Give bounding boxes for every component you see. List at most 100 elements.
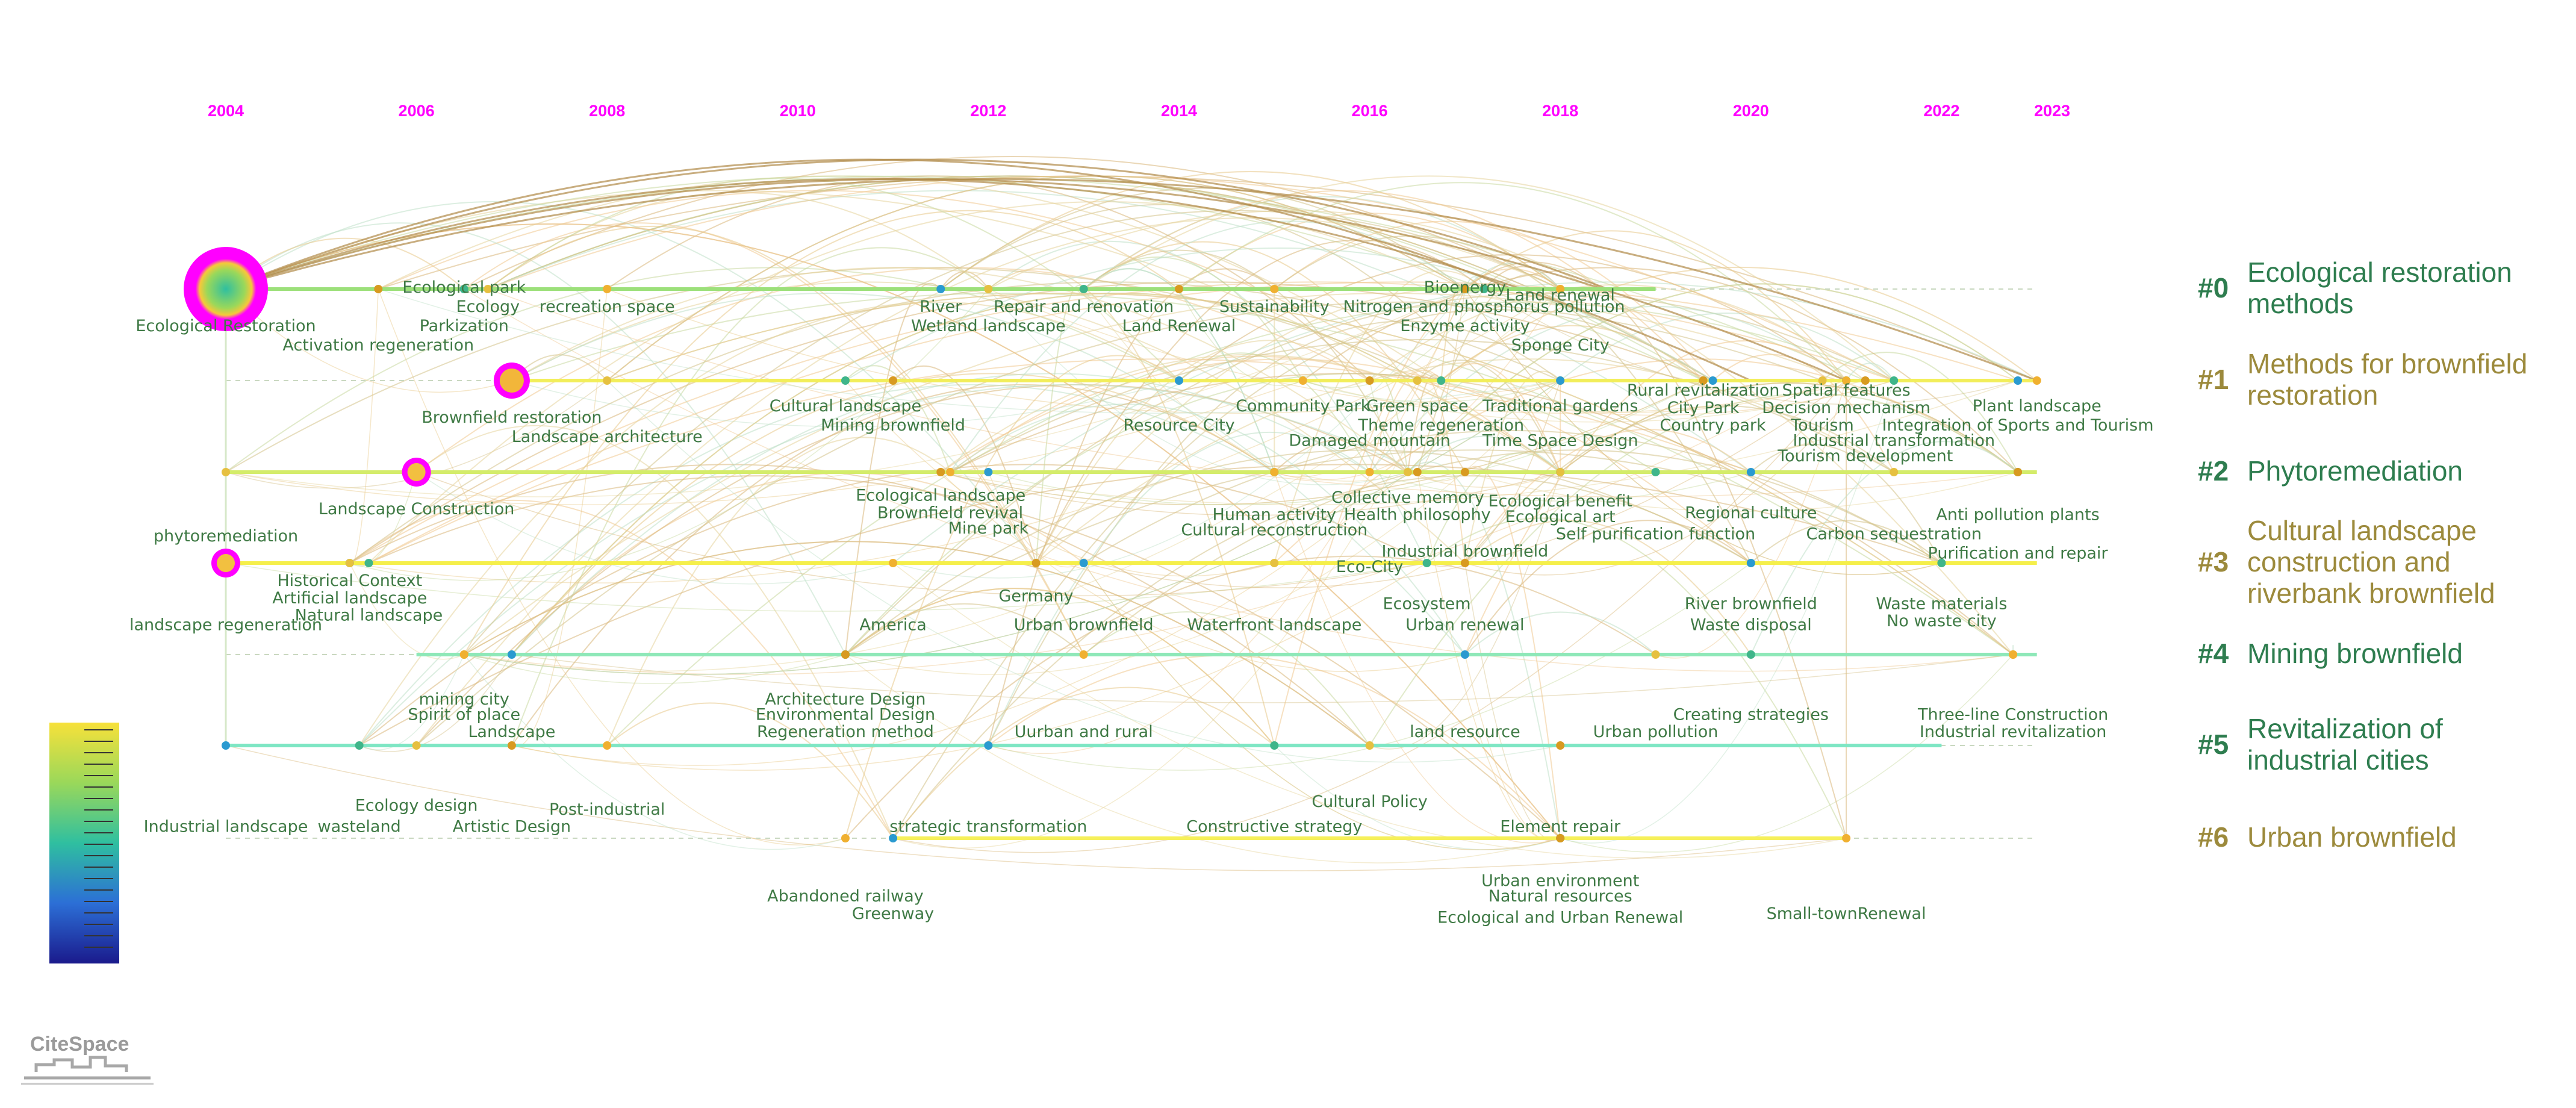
keyword-node[interactable]	[1651, 468, 1660, 476]
year-label-2016: 2016	[1352, 102, 1388, 120]
keyword-node[interactable]	[1556, 468, 1565, 476]
keyword-node[interactable]	[841, 650, 850, 659]
keyword-node[interactable]	[603, 741, 612, 750]
keyword-node[interactable]	[1298, 376, 1307, 385]
keyword-node[interactable]	[841, 376, 850, 385]
keyword-node[interactable]	[1437, 376, 1446, 385]
keyword-node[interactable]	[459, 650, 468, 659]
citation-arc	[511, 293, 1466, 655]
keyword-node[interactable]	[1460, 285, 1469, 293]
keyword-node[interactable]	[1556, 741, 1565, 750]
keyword-node[interactable]	[1422, 559, 1431, 567]
cluster-id-5: #5	[2198, 729, 2229, 760]
keyword-node[interactable]	[2032, 376, 2041, 385]
keyword-node[interactable]	[1175, 285, 1183, 293]
citation-arc	[892, 365, 1037, 564]
keyword-node[interactable]	[1413, 468, 1422, 476]
keyword-node[interactable]	[364, 559, 373, 567]
keyword-node[interactable]	[1079, 285, 1088, 293]
citation-arc	[349, 288, 379, 565]
keyword-node[interactable]	[507, 741, 516, 750]
keyword-label: Spirit of place	[408, 705, 520, 724]
keyword-node[interactable]	[1842, 834, 1851, 842]
year-label-2018: 2018	[1542, 102, 1578, 120]
keyword-node[interactable]	[1413, 376, 1422, 385]
keyword-node[interactable]	[355, 741, 364, 750]
citation-arc	[1302, 380, 1561, 403]
keyword-node[interactable]	[1937, 559, 1946, 567]
keyword-node[interactable]	[1270, 468, 1279, 476]
keyword-node[interactable]	[222, 468, 230, 476]
keyword-node[interactable]	[889, 559, 898, 567]
keyword-label: Urban pollution	[1593, 723, 1719, 741]
keyword-node[interactable]	[984, 468, 993, 476]
cluster-name-1: restoration	[2247, 379, 2378, 411]
keyword-node[interactable]	[1460, 468, 1469, 476]
keyword-node[interactable]	[841, 834, 850, 842]
keyword-node[interactable]	[2014, 376, 2023, 385]
keyword-node[interactable]	[1365, 741, 1374, 750]
citation-arc	[988, 268, 1275, 746]
citation-arc	[950, 339, 1894, 473]
keyword-label: Time Space Design	[1482, 431, 1638, 450]
keyword-node[interactable]	[222, 741, 230, 750]
keyword-node[interactable]	[507, 650, 516, 659]
keyword-node[interactable]	[1746, 559, 1755, 567]
citation-arc	[464, 288, 1561, 672]
keyword-node[interactable]	[2009, 650, 2018, 659]
keyword-node[interactable]	[1699, 376, 1708, 385]
citation-arc	[988, 380, 1703, 505]
citation-arc	[1426, 380, 1561, 567]
keyword-node[interactable]	[1861, 376, 1870, 385]
keyword-node[interactable]	[889, 376, 898, 385]
keyword-node[interactable]	[1270, 285, 1279, 293]
keyword-node[interactable]	[1842, 376, 1851, 385]
keyword-node[interactable]	[1651, 650, 1660, 659]
keyword-node[interactable]	[1556, 376, 1565, 385]
keyword-node[interactable]	[603, 376, 612, 385]
keyword-node[interactable]	[1556, 285, 1565, 293]
keyword-node[interactable]	[1460, 650, 1469, 659]
keyword-node[interactable]	[1460, 559, 1469, 567]
citation-arc	[225, 745, 1847, 871]
citation-arc	[359, 654, 512, 752]
keyword-node[interactable]	[1270, 559, 1279, 567]
keyword-node[interactable]	[1479, 285, 1489, 293]
keyword-label: Creating strategies	[1673, 705, 1829, 724]
keyword-node[interactable]	[936, 468, 945, 476]
keyword-node[interactable]	[1746, 468, 1755, 476]
keyword-node[interactable]	[1031, 559, 1041, 567]
keyword-node[interactable]	[889, 834, 898, 842]
keyword-node[interactable]	[374, 285, 383, 293]
keyword-label: Brownfield restoration	[422, 408, 602, 427]
keyword-label: Post-industrial	[549, 800, 665, 819]
keyword-node[interactable]	[1890, 376, 1899, 385]
keyword-node[interactable]	[936, 285, 945, 293]
keyword-node[interactable]	[946, 468, 955, 476]
keyword-node[interactable]	[484, 285, 493, 293]
keyword-node[interactable]	[459, 285, 468, 293]
keyword-node[interactable]	[1175, 376, 1183, 385]
keyword-node-large[interactable]	[184, 247, 268, 331]
keyword-node[interactable]	[345, 559, 354, 567]
keyword-node[interactable]	[1079, 559, 1088, 567]
keyword-node[interactable]	[1365, 376, 1374, 385]
keyword-node[interactable]	[1403, 468, 1412, 476]
keyword-label: River brownfield	[1685, 594, 1817, 613]
keyword-node[interactable]	[1818, 376, 1827, 385]
keyword-node[interactable]	[1890, 468, 1899, 476]
keyword-node[interactable]	[412, 741, 421, 750]
keyword-node[interactable]	[1746, 650, 1755, 659]
keyword-node[interactable]	[1708, 376, 1717, 385]
keyword-node[interactable]	[603, 285, 612, 293]
keyword-node[interactable]	[2014, 468, 2023, 476]
keyword-label: Ecology	[456, 297, 520, 316]
keyword-node[interactable]	[1270, 741, 1279, 750]
keyword-node[interactable]	[1365, 468, 1374, 476]
keyword-node[interactable]	[1556, 834, 1565, 842]
keyword-node[interactable]	[984, 285, 993, 293]
keyword-label: strategic transformation	[889, 818, 1087, 836]
keyword-label: Spatial features	[1782, 381, 1911, 400]
keyword-node[interactable]	[984, 741, 993, 750]
keyword-node[interactable]	[1079, 650, 1088, 659]
